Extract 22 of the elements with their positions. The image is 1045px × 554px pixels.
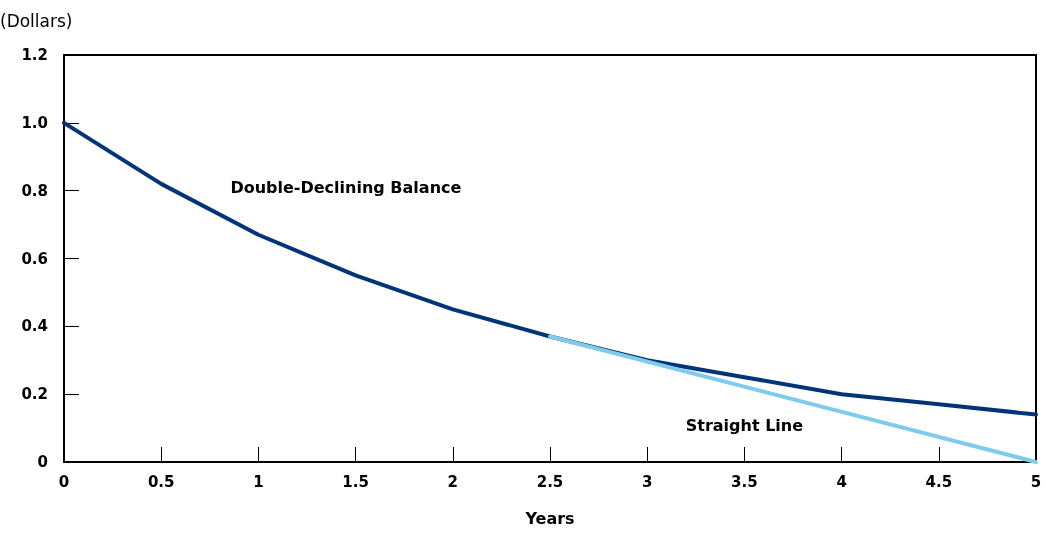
x-tick-label: 3 xyxy=(641,472,653,491)
x-tick-label: 1 xyxy=(253,472,264,491)
y-tick-label: 0.2 xyxy=(21,385,48,404)
x-axis-title: Years xyxy=(524,508,575,528)
x-tick-label: 0.5 xyxy=(147,472,175,491)
x-tick-label: 5 xyxy=(1030,472,1042,491)
x-tick-label: 2 xyxy=(447,472,459,491)
series-label: Straight Line xyxy=(685,415,804,435)
x-tick-label: 0 xyxy=(58,472,70,491)
y-tick-label: 0.8 xyxy=(21,181,48,200)
x-tick-label: 1.5 xyxy=(342,472,369,491)
x-tick-label: 4.5 xyxy=(925,472,953,491)
y-tick-label: 1.2 xyxy=(21,46,48,64)
y-tick-label: 0.6 xyxy=(21,249,48,268)
series-label: Double-Declining Balance xyxy=(230,177,462,197)
x-tick-label: 4 xyxy=(836,472,847,491)
y-tick-label: 1.0 xyxy=(21,113,48,132)
x-tick-label: 3.5 xyxy=(731,472,758,491)
y-tick-label: 0.4 xyxy=(21,317,48,336)
y-tick-label: 0 xyxy=(37,453,48,471)
y-axis-title: (Dollars) xyxy=(0,10,73,31)
x-tick-label: 2.5 xyxy=(536,472,564,491)
